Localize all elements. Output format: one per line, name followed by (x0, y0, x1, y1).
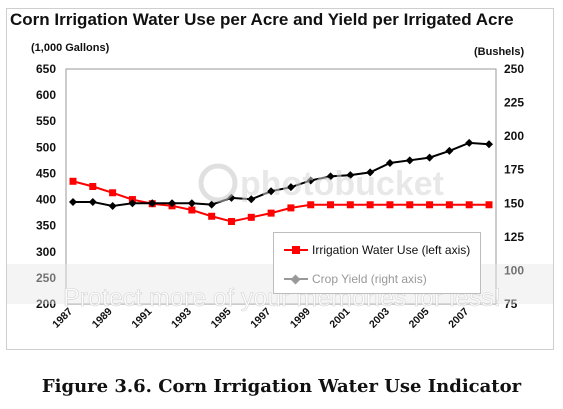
chart-legend: Irrigation Water Use (left axis) Crop Yi… (273, 232, 481, 294)
left-axis-tick-4: 450 (36, 166, 56, 180)
figure-caption: Figure 3.6. Corn Irrigation Water Use In… (41, 376, 522, 397)
crop-yield-point-16 (385, 159, 394, 167)
left-axis-tick-0: 650 (36, 62, 56, 76)
crop-yield-point-13 (326, 172, 335, 181)
crop-yield-point-1 (88, 197, 97, 206)
left-axis-tick-2: 550 (36, 114, 56, 128)
left-axis-tick-8: 250 (36, 271, 56, 285)
water-use-point-6 (188, 206, 196, 214)
series-line-1 (73, 141, 490, 207)
water-use-point-8 (227, 217, 235, 225)
crop-yield-point-21 (485, 140, 493, 149)
crop-yield-point-9 (247, 195, 256, 204)
water-use-point-2 (109, 189, 117, 197)
water-use-point-1 (89, 183, 97, 190)
x-axis-tick-10: 2007 (446, 306, 471, 331)
crop-yield-point-10 (267, 187, 276, 196)
x-axis-tick-3: 1993 (169, 306, 194, 331)
water-use-point-14 (346, 201, 354, 209)
right-axis-tick-5: 125 (504, 230, 524, 244)
left-axis-tick-1: 600 (36, 88, 56, 102)
crop-yield-point-20 (465, 138, 474, 147)
right-axis-tick-3: 175 (504, 163, 524, 177)
water-use-point-7 (208, 212, 216, 220)
crop-yield-point-5 (168, 199, 177, 208)
right-axis-tick-4: 150 (504, 196, 524, 210)
left-axis-tick-5: 400 (36, 193, 56, 207)
water-use-point-16 (386, 201, 394, 209)
crop-yield-point-17 (405, 156, 414, 165)
water-use-point-15 (366, 201, 374, 209)
crop-yield-point-6 (187, 199, 196, 208)
water-use-point-10 (267, 209, 275, 217)
left-axis-tick-3: 500 (36, 140, 56, 154)
water-use-point-13 (327, 201, 335, 209)
crop-yield-point-7 (207, 200, 216, 209)
left-axis-tick-7: 300 (36, 245, 56, 259)
crop-yield-point-12 (306, 176, 315, 185)
legend-swatch-crop-yield (284, 274, 308, 284)
x-axis-tick-8: 2003 (367, 306, 392, 331)
crop-yield-point-18 (425, 153, 434, 162)
water-use-point-0 (69, 177, 77, 185)
water-use-point-18 (426, 201, 434, 209)
crop-yield-point-11 (286, 183, 295, 192)
right-axis-tick-7: 75 (504, 297, 518, 311)
water-use-point-19 (445, 201, 453, 209)
x-axis-tick-6: 1999 (288, 306, 313, 331)
water-use-point-9 (247, 213, 255, 221)
water-use-point-20 (465, 201, 473, 209)
legend-item-crop-yield: Crop Yield (right axis) (284, 271, 427, 287)
x-axis-tick-9: 2005 (407, 306, 432, 331)
right-axis-tick-6: 100 (504, 263, 524, 277)
x-axis-tick-2: 1991 (129, 306, 154, 331)
crop-yield-point-2 (108, 201, 117, 210)
legend-label-water-use: Irrigation Water Use (left axis) (312, 243, 471, 257)
x-axis-tick-7: 2001 (327, 306, 352, 331)
right-axis-tick-2: 200 (504, 129, 524, 143)
crop-yield-point-0 (69, 197, 77, 206)
x-axis-tick-4: 1995 (209, 306, 234, 331)
water-use-point-21 (485, 201, 493, 209)
crop-yield-point-19 (445, 146, 454, 155)
x-axis-tick-5: 1997 (248, 306, 273, 331)
series-line-0 (72, 180, 489, 223)
water-use-point-11 (287, 204, 295, 212)
crop-yield-point-4 (148, 199, 157, 208)
left-axis-unit: (1,000 Gallons) (31, 42, 110, 54)
crop-yield-point-3 (128, 199, 137, 208)
left-axis-tick-9: 200 (36, 297, 56, 311)
chart-title: Corn Irrigation Water Use per Acre and Y… (10, 10, 514, 29)
water-use-point-17 (406, 201, 414, 209)
right-axis-tick-0: 250 (504, 62, 524, 76)
crop-yield-point-14 (346, 171, 355, 180)
right-axis-unit: (Bushels) (474, 46, 525, 58)
legend-label-crop-yield: Crop Yield (right axis) (312, 272, 427, 286)
right-axis-tick-1: 225 (504, 96, 524, 110)
crop-yield-point-15 (366, 168, 375, 177)
legend-swatch-water-use (284, 246, 308, 254)
x-axis-tick-1: 1989 (90, 306, 115, 331)
left-axis-tick-6: 350 (36, 219, 56, 233)
legend-item-water-use: Irrigation Water Use (left axis) (284, 242, 470, 258)
water-use-point-12 (307, 201, 315, 209)
